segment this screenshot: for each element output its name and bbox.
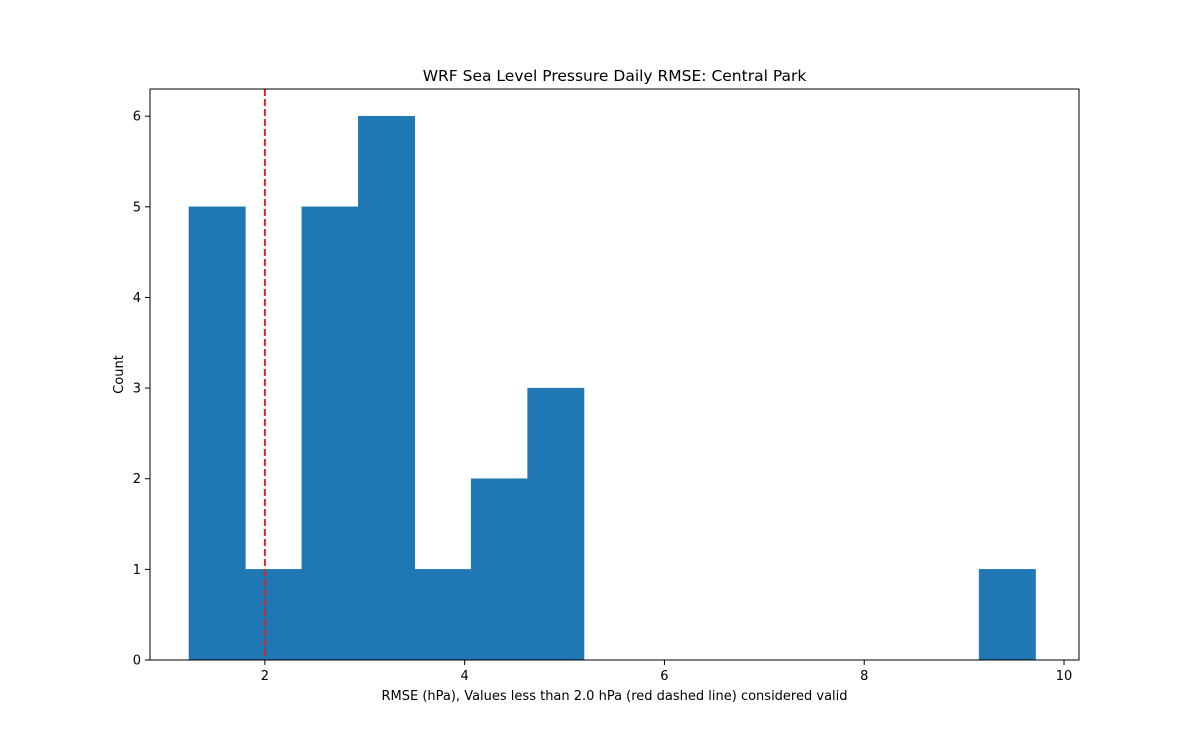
chart-title: WRF Sea Level Pressure Daily RMSE: Centr…: [423, 67, 807, 85]
histogram-bar-3: [358, 115, 415, 661]
x-tick-label: 6: [660, 669, 668, 684]
y-tick-label: 4: [133, 291, 141, 306]
y-axis-ticks: 0 1 2 3 4 5 6: [133, 110, 150, 669]
histogram-bar-4: [414, 569, 472, 661]
y-tick-label: 1: [133, 563, 141, 578]
histogram-bar-6: [527, 387, 585, 661]
histogram-bar-5: [470, 478, 528, 661]
histogram-bar-14: [978, 569, 1036, 661]
y-tick-label: 0: [133, 654, 141, 669]
histogram-bars: [188, 115, 1036, 661]
y-tick-label: 3: [133, 382, 141, 397]
y-tick-label: 5: [133, 200, 141, 215]
x-tick-label: 10: [1056, 669, 1073, 684]
histogram-bar-1: [245, 569, 303, 661]
x-tick-label: 8: [860, 669, 868, 684]
x-axis-label: RMSE (hPa), Values less than 2.0 hPa (re…: [381, 689, 847, 704]
y-tick-label: 2: [133, 472, 141, 487]
x-axis-ticks: 2 4 6 8 10: [261, 660, 1073, 684]
histogram-bar-2: [301, 206, 359, 661]
y-axis-label: Count: [112, 355, 127, 394]
x-tick-label: 2: [261, 669, 269, 684]
plot-frame: [149, 88, 1080, 661]
x-tick-label: 4: [461, 669, 469, 684]
y-tick-label: 6: [133, 110, 141, 125]
histogram-bar-0: [188, 206, 246, 661]
